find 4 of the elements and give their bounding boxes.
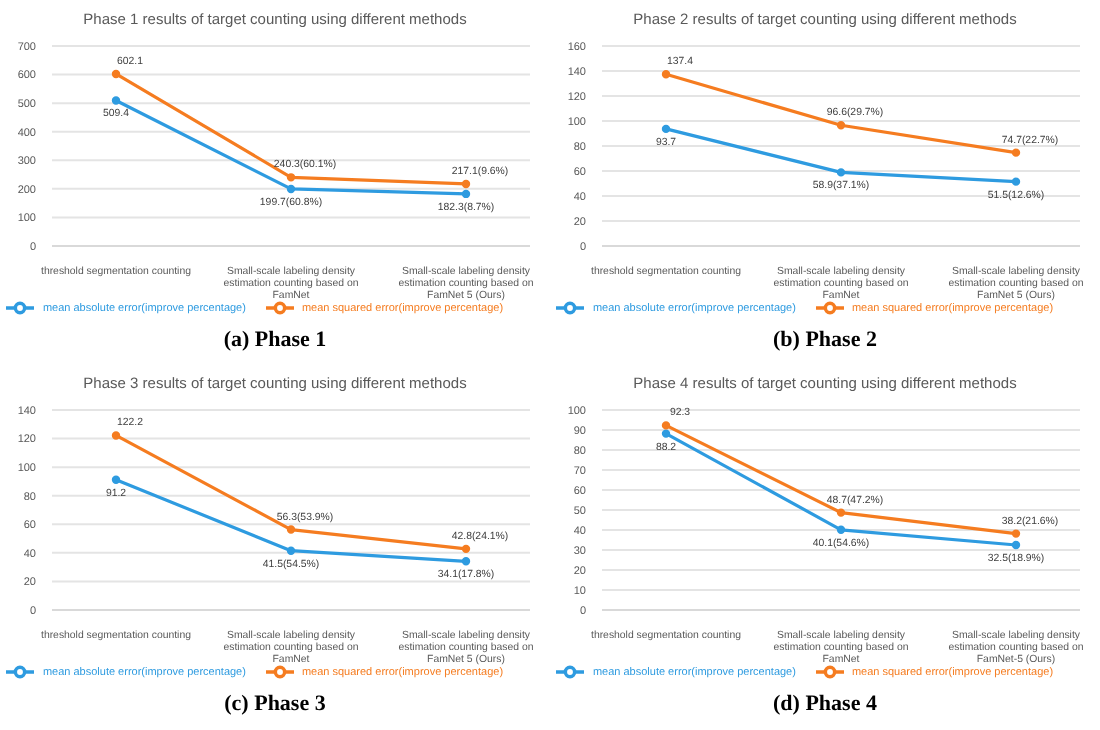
text: (b) Phase 2 [771, 328, 879, 352]
text: (a) Phase 1 [221, 328, 329, 352]
text: (d) Phase 4 [771, 692, 879, 716]
text: (c) Phase 3 [222, 692, 328, 716]
